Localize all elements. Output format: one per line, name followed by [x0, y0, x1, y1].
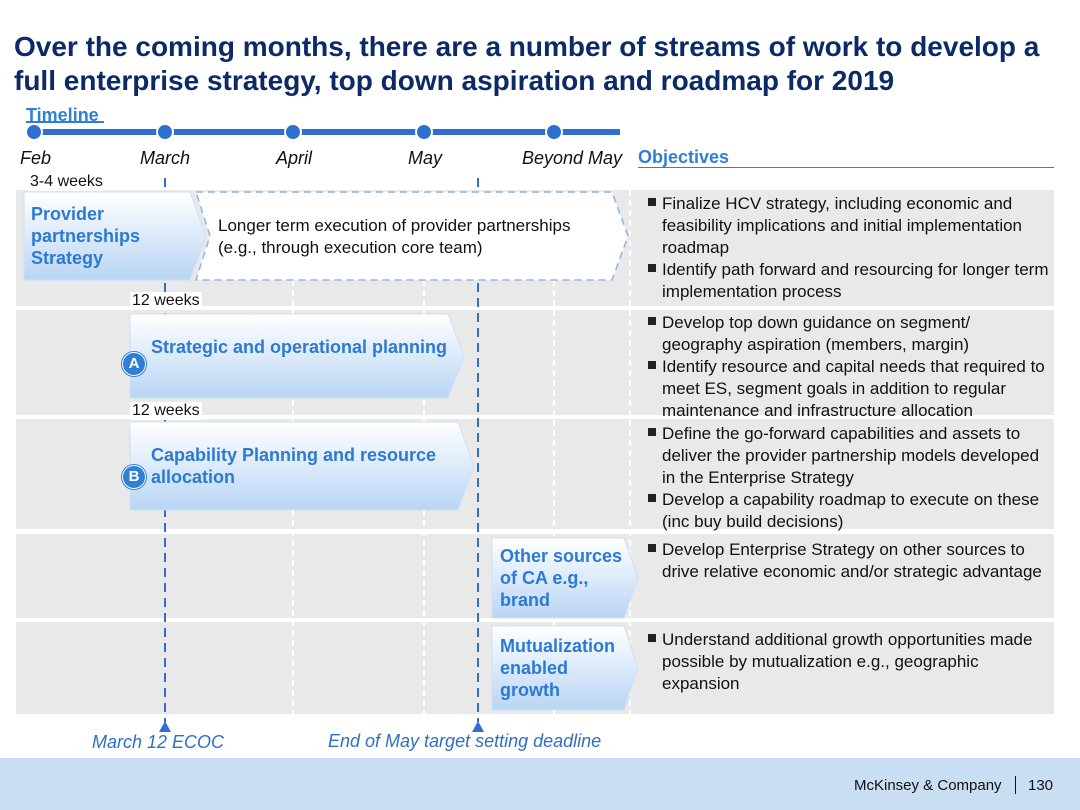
timeline-dot-may: [415, 123, 433, 141]
stream-duration: 12 weeks: [130, 292, 202, 310]
stream-arrow-capability: [129, 421, 475, 511]
objective-item: Identify resource and capital needs that…: [640, 356, 1054, 422]
stream-label-strategic: Strategic and operational planning: [151, 337, 448, 357]
objective-item: Define the go-forward capabilities and a…: [640, 423, 1054, 489]
timeline-dot-april: [284, 123, 302, 141]
stream-arrow-longer-term: [194, 191, 629, 281]
stream-label-mutualization: Mutualization enabled growth: [500, 636, 615, 700]
objective-text: Understand additional growth opportuniti…: [662, 630, 1033, 693]
objectives-list: Develop Enterprise Strategy on other sou…: [640, 539, 1054, 583]
stream-label-provider: Provider partnerships Strategy: [31, 204, 141, 268]
stream-arrow-other-sources: [491, 537, 639, 619]
milestone-label-march: March 12 ECOC: [92, 732, 225, 752]
footer-company: McKinsey & Company: [854, 777, 1002, 794]
badge-a-icon: A: [122, 352, 146, 376]
objective-item: Understand additional growth opportuniti…: [640, 629, 1054, 695]
page-title: Over the coming months, there are a numb…: [14, 31, 1040, 96]
objective-text: Develop a capability roadmap to execute …: [662, 490, 1040, 531]
badge-b-icon: B: [122, 465, 146, 489]
timeline-label: Timeline: [26, 105, 99, 125]
month-label-april: April: [276, 148, 313, 168]
stream-duration: 3-4 weeks: [28, 173, 105, 191]
bullet-icon: [648, 317, 656, 325]
bullet-icon: [648, 428, 656, 436]
timeline-dot-beyond-may: [545, 123, 563, 141]
objective-item: Finalize HCV strategy, including economi…: [640, 193, 1054, 259]
objectives-list: Develop top down guidance on segment/ ge…: [640, 312, 1054, 422]
objective-text: Identify path forward and resourcing for…: [662, 260, 1049, 301]
bullet-icon: [648, 361, 656, 369]
objective-item: Develop Enterprise Strategy on other sou…: [640, 539, 1054, 583]
objective-item: Develop top down guidance on segment/ ge…: [640, 312, 1054, 356]
timeline-dots: [25, 123, 563, 141]
stream-arrow-provider: [23, 191, 207, 281]
objectives-list: Define the go-forward capabilities and a…: [640, 423, 1054, 533]
objectives-header: Objectives: [638, 147, 730, 167]
month-label-may: May: [408, 148, 443, 168]
stream-arrow-strategic: [129, 313, 465, 399]
objectives-list: Understand additional growth opportuniti…: [640, 629, 1054, 695]
objective-text: Identify resource and capital needs that…: [662, 357, 1045, 420]
milestone-marker-march: [159, 721, 171, 732]
month-label-march: March: [140, 148, 191, 168]
objective-text: Develop Enterprise Strategy on other sou…: [662, 540, 1042, 581]
stream-label-other-sources: Other sources of CA e.g., brand: [500, 546, 623, 610]
timeline-dot-march: [156, 123, 174, 141]
footer-divider: [1015, 776, 1016, 794]
footer-page-number: 130: [1028, 777, 1054, 794]
objectives-list: Finalize HCV strategy, including economi…: [640, 193, 1054, 303]
milestone-label-may: End of May target setting deadline: [328, 731, 602, 751]
bullet-icon: [648, 634, 656, 642]
objectives-underline: [638, 167, 1054, 168]
objective-text: Finalize HCV strategy, including economi…: [662, 194, 1023, 257]
month-label-feb: Feb: [20, 148, 52, 168]
bullet-icon: [648, 544, 656, 552]
stream-duration: 12 weeks: [130, 402, 202, 420]
stream-label-capability: Capability Planning and resource allocat…: [151, 445, 437, 487]
footer-bar: [0, 758, 1080, 810]
objective-item: Identify path forward and resourcing for…: [640, 259, 1054, 303]
objective-text: Define the go-forward capabilities and a…: [662, 424, 1040, 487]
objective-item: Develop a capability roadmap to execute …: [640, 489, 1054, 533]
objective-text: Develop top down guidance on segment/ ge…: [662, 313, 971, 354]
timeline-dot-feb: [25, 123, 43, 141]
bullet-icon: [648, 198, 656, 206]
milestone-marker-may: [472, 721, 484, 732]
stream-arrow-mutualization: [491, 625, 639, 711]
bullet-icon: [648, 494, 656, 502]
bullet-icon: [648, 264, 656, 272]
stream-followup-text: Longer term execution of provider partne…: [218, 216, 571, 257]
month-label-beyond-may: Beyond May: [522, 148, 623, 168]
